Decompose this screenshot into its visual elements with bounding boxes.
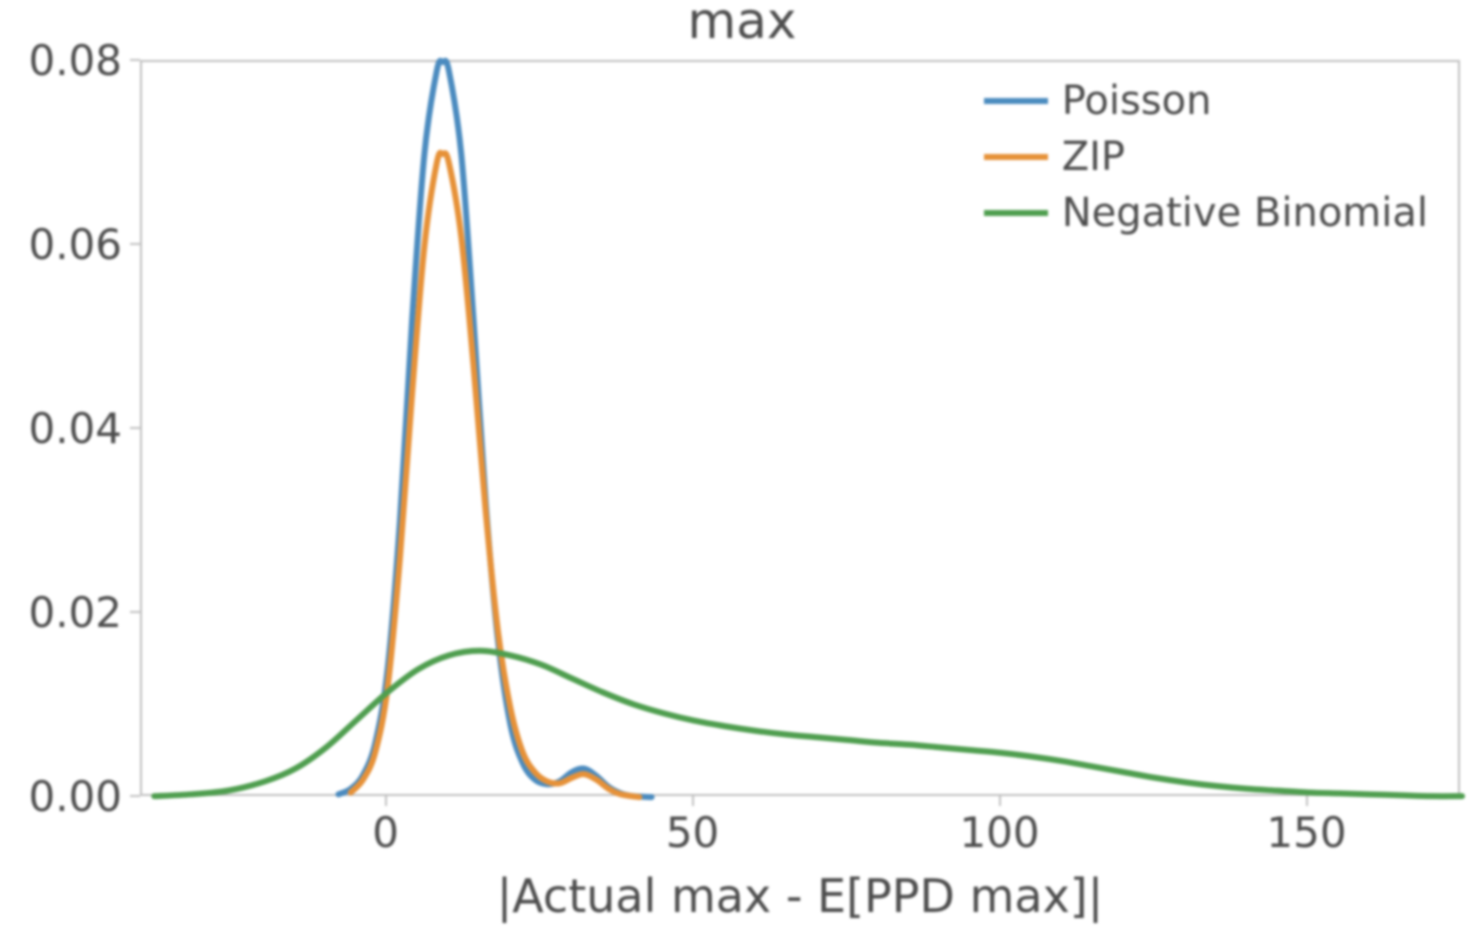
series-line-zip (351, 153, 640, 797)
x-tick-label: 100 (959, 808, 1039, 857)
y-tick-label: 0.06 (28, 220, 122, 269)
y-tick-mark (130, 611, 140, 613)
x-tick-label: 0 (372, 808, 399, 857)
legend-item: ZIP (984, 134, 1428, 180)
x-tick-mark (692, 796, 694, 806)
x-tick-mark (385, 796, 387, 806)
x-axis-label: |Actual max - E[PPD max]| (497, 869, 1104, 923)
legend-label: Poisson (1062, 78, 1212, 124)
x-tick-label: 50 (666, 808, 719, 857)
legend-label: ZIP (1062, 134, 1125, 180)
legend: Poisson ZIP Negative Binomial (984, 78, 1428, 236)
legend-label: Negative Binomial (1062, 190, 1428, 236)
y-tick-mark (130, 59, 140, 61)
x-tick-label: 150 (1266, 808, 1346, 857)
x-tick-mark (1306, 796, 1308, 806)
chart-title: max (0, 0, 1484, 50)
legend-swatch (984, 98, 1048, 104)
legend-swatch (984, 154, 1048, 160)
plot-area: Poisson ZIP Negative Binomial (140, 60, 1460, 796)
y-tick-label: 0.08 (28, 36, 122, 85)
y-tick-label: 0.00 (28, 772, 122, 821)
y-tick-mark (130, 243, 140, 245)
y-tick-mark (130, 427, 140, 429)
legend-swatch (984, 210, 1048, 216)
legend-item: Poisson (984, 78, 1428, 124)
y-tick-label: 0.04 (28, 404, 122, 453)
y-tick-mark (130, 795, 140, 797)
series-line-negative-binomial (154, 651, 1462, 796)
x-tick-mark (999, 796, 1001, 806)
legend-item: Negative Binomial (984, 190, 1428, 236)
y-tick-label: 0.02 (28, 588, 122, 637)
